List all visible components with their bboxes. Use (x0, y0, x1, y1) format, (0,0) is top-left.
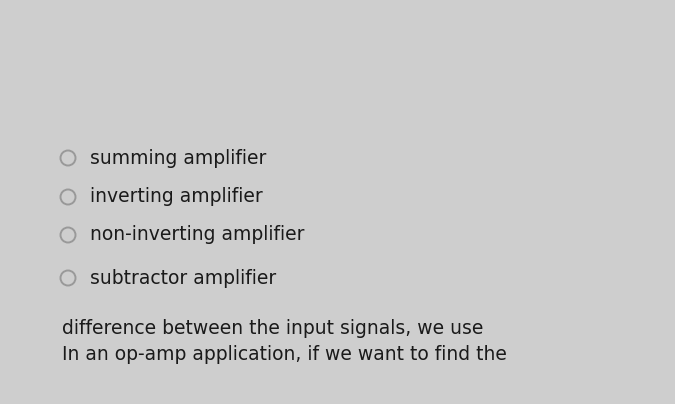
Text: summing amplifier: summing amplifier (90, 149, 267, 168)
Circle shape (61, 151, 76, 166)
Circle shape (61, 227, 76, 242)
Text: difference between the input signals, we use: difference between the input signals, we… (62, 318, 483, 337)
Text: In an op-amp application, if we want to find the: In an op-amp application, if we want to … (62, 345, 507, 364)
Text: non-inverting amplifier: non-inverting amplifier (90, 225, 304, 244)
Circle shape (61, 189, 76, 204)
Circle shape (61, 271, 76, 286)
Text: inverting amplifier: inverting amplifier (90, 187, 263, 206)
Text: subtractor amplifier: subtractor amplifier (90, 269, 276, 288)
